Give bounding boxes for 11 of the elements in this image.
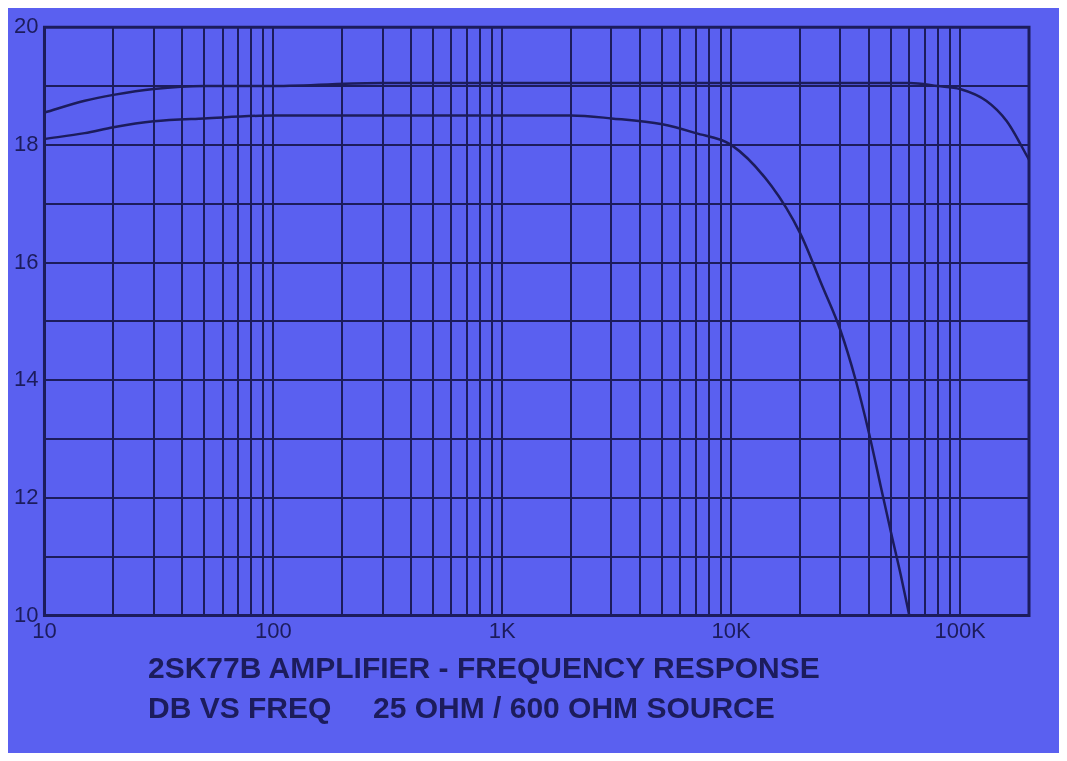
text: DB VS FREQ 25 OHM / 600 OHM SOURCE xyxy=(147,690,776,726)
x-tick-label: 1K xyxy=(488,617,517,643)
y-tick-label: 16 xyxy=(13,248,39,274)
y-tick-label: 14 xyxy=(13,366,39,392)
x-tick-label: 10K xyxy=(711,617,752,643)
text: 2SK77B AMPLIFIER - FREQUENCY RESPONSE xyxy=(147,650,821,686)
x-tick-label: 100K xyxy=(934,617,987,643)
x-tick-label: 100 xyxy=(255,617,292,643)
y-tick-label: 20 xyxy=(13,13,39,39)
y-tick-label: 18 xyxy=(13,130,39,156)
y-tick-label: 12 xyxy=(13,483,39,509)
